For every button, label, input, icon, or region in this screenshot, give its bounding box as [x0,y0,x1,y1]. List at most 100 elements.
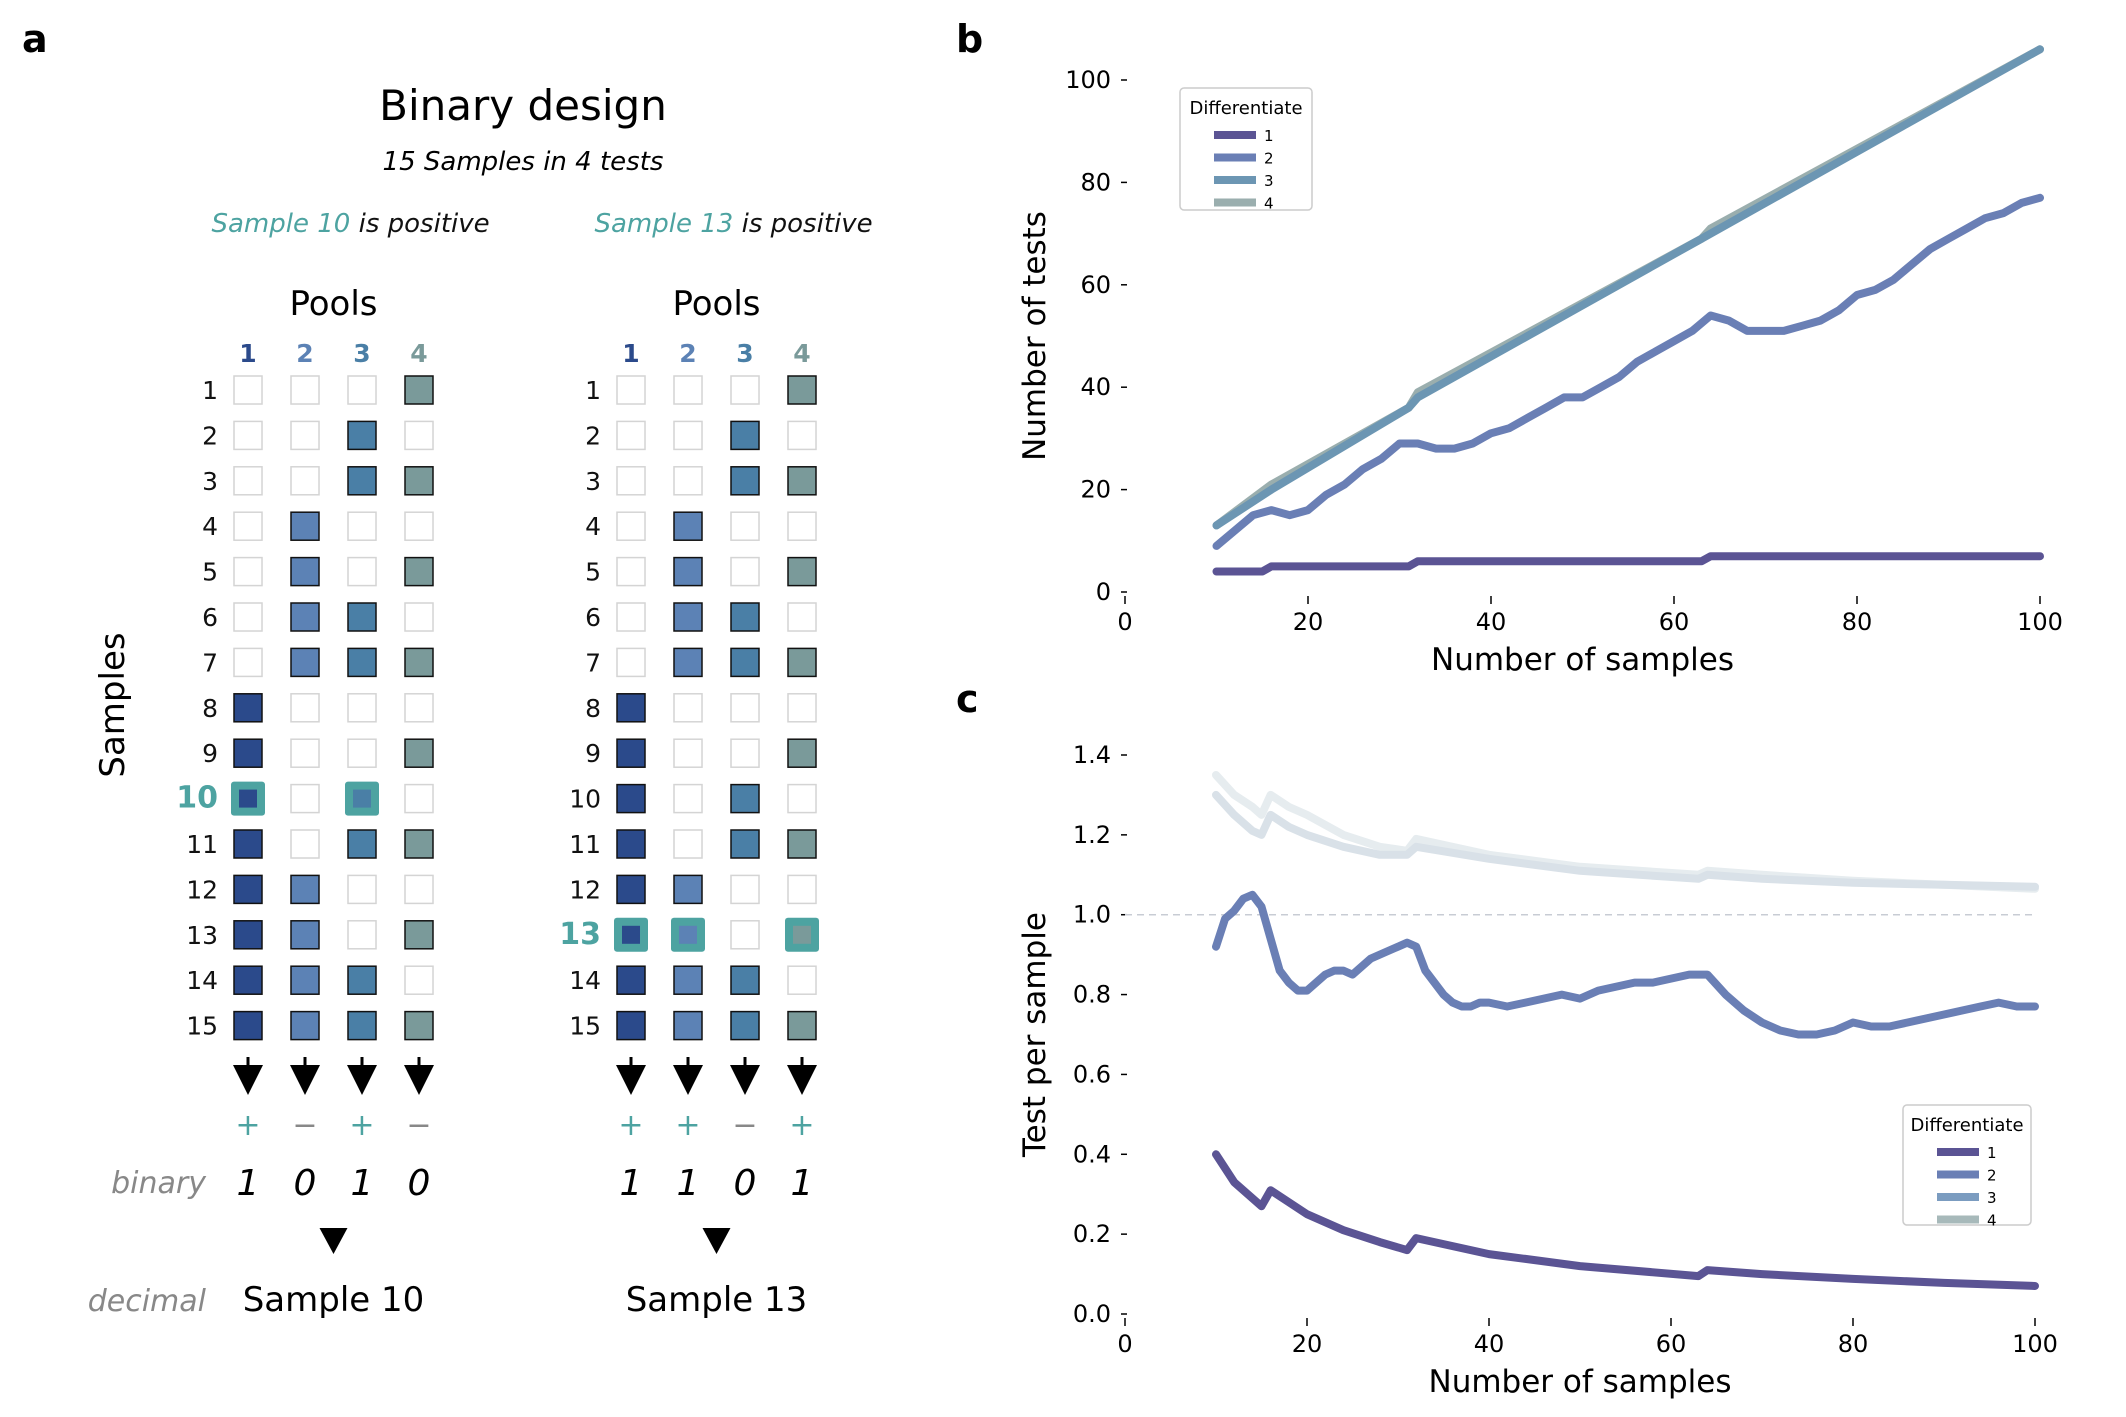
pool-cell-filled [787,375,817,405]
positive-statement: Sample 10 is positive [212,209,490,239]
pool-cell-empty [787,783,817,814]
y-tick-label: 1.0 [1073,901,1111,929]
legend-box [1902,1104,2032,1226]
pool-cell-filled [673,602,703,632]
pool-cell-filled [233,829,263,859]
pool-cell-filled [404,829,434,859]
y-tick-label: 100 [1065,66,1111,94]
pool-cell-filled [233,920,263,950]
y-tick-label: 40 [1080,373,1111,401]
panel-b-label: b [956,17,983,61]
pool-cell-filled [793,925,811,944]
legend-entry-label: 1 [1264,127,1274,145]
y-tick-label: 1.4 [1073,741,1111,769]
binary-digit: 1 [620,1163,643,1204]
samples-axis-label: Samples [93,632,133,777]
sample-row-number: 13 [559,917,601,952]
pool-cell-filled [233,1010,263,1041]
pool-cell-filled [233,874,263,905]
pool-cell-empty [347,556,377,587]
binary-digit: 0 [294,1163,317,1204]
sample-row-number: 13 [186,921,218,950]
pool-cell-filled [730,466,760,496]
positive-text: is positive [350,209,489,239]
pool-cell-filled [679,925,697,944]
pool-cell-empty [347,920,377,950]
y-tick-label: 0.0 [1073,1300,1111,1328]
x-tick-label: 0 [1117,608,1132,636]
decoded-sample: Sample 13 [626,1280,808,1320]
y-tick-label: 60 [1080,271,1111,299]
sample-row-number: 12 [186,875,218,904]
pool-cell-empty [730,511,760,541]
decoded-sample: Sample 10 [243,1280,425,1320]
pool-cell-filled [616,783,646,814]
pool-cell-empty [347,693,377,723]
sample-row-number: 14 [569,966,601,995]
pool-cell-empty [616,602,646,632]
binary-digit: 0 [408,1163,431,1204]
sample-row-number: 2 [585,421,601,450]
pool-cell-filled [233,693,263,723]
pool-number: 3 [736,339,753,368]
chart-test-per-sample: 0 20 40 60 80 100 0.0 0.2 0.4 0.6 0.8 1.0 1.2 1.4 Numb… [1017,741,2058,1400]
pool-cell-filled [290,1010,320,1041]
legend-title: Differentiate [1910,1115,2023,1136]
series-line-3 [1212,790,2039,891]
pool-cell-filled [787,647,817,678]
pool-cell-empty [730,874,760,905]
pool-number: 1 [622,339,639,368]
sample-row-number: 10 [569,785,601,814]
pool-cell-empty [673,738,703,768]
decode-arrow [319,1228,348,1254]
pool-cell-filled [673,556,703,587]
x-axis-label: Number of samples [1431,642,1734,678]
x-tick-label: 0 [1117,1330,1132,1358]
pool-cell-filled [787,466,817,496]
pool-cell-empty [233,647,263,678]
sample-row-number: 5 [202,558,218,587]
pool-cell-filled [290,602,320,632]
pool-number: 1 [239,339,256,368]
pool-cell-filled [404,556,434,587]
pool-cell-empty [233,556,263,587]
pool-cell-filled [787,556,817,587]
pool-cell-empty [233,375,263,405]
binary-row-label: binary [111,1166,207,1201]
pool-cell-empty [290,738,320,768]
pool-cell-empty [673,783,703,814]
pool-number: 3 [353,339,370,368]
pool-cell-filled [404,738,434,768]
pool-cell-filled [347,829,377,859]
legend-entry-label: 3 [1987,1189,1997,1207]
panel-c-label: c [956,677,979,721]
legend-entry-label: 2 [1987,1167,1997,1185]
pool-cell-filled [673,1010,703,1041]
pool-cell-filled [404,375,434,405]
pool-cell-empty [673,466,703,496]
pool-cell-filled [347,466,377,496]
pool-cell-filled [787,1010,817,1041]
x-tick-label: 60 [1656,1330,1687,1358]
pool-cell-empty [673,829,703,859]
pool-number: 4 [793,339,810,368]
pool-cell-empty [730,693,760,723]
pool-cell-empty [616,511,646,541]
pool-cell-filled [730,647,760,678]
pool-cell-empty [787,965,817,995]
sample-row-number: 9 [585,739,601,768]
series-line-3 [1212,45,2044,530]
pool-cell-empty [404,965,434,995]
pools-header: Pools [672,284,760,324]
pool-cell-filled [673,965,703,995]
sample-row-number: 15 [569,1012,601,1041]
decimal-row-label: decimal [88,1284,207,1319]
sample-row-number: 11 [569,830,601,859]
x-tick-label: 40 [1476,608,1507,636]
panel-a-label: a [22,17,48,61]
binary-design-title: Binary design [379,81,667,130]
binary-digit: 0 [734,1163,757,1204]
pool-cell-filled [616,874,646,905]
